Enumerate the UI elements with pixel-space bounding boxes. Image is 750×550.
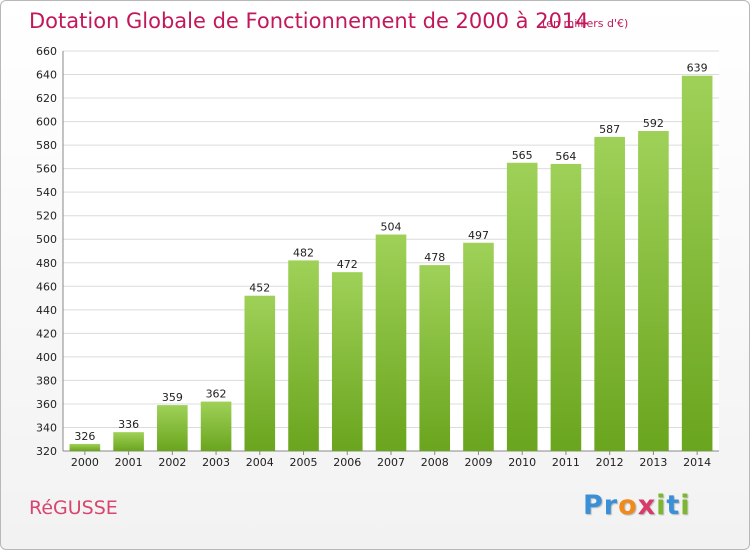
- y-tick-label: 660: [36, 45, 57, 58]
- y-tick-label: 320: [36, 445, 57, 458]
- y-tick-label: 380: [36, 374, 57, 387]
- x-tick-label: 2005: [290, 456, 318, 469]
- x-tick-label: 2009: [464, 456, 492, 469]
- bar: [331, 272, 363, 451]
- chart-unit: (en milliers d'€): [542, 17, 629, 30]
- bar-value-label: 362: [206, 388, 227, 401]
- y-tick-label: 360: [36, 398, 57, 411]
- bar-value-label: 592: [643, 117, 664, 130]
- x-tick-label: 2006: [333, 456, 361, 469]
- y-tick-label: 340: [36, 421, 57, 434]
- bar-value-label: 336: [118, 418, 139, 431]
- bar-value-label: 639: [687, 62, 708, 75]
- y-tick-label: 500: [36, 233, 57, 246]
- y-tick-label: 480: [36, 257, 57, 270]
- bar: [681, 75, 713, 452]
- logo-letter: t: [666, 490, 681, 521]
- y-tick-label: 600: [36, 116, 57, 129]
- logo-letter: i: [656, 490, 667, 521]
- y-tick-label: 400: [36, 351, 57, 364]
- x-tick-label: 2012: [596, 456, 624, 469]
- commune-name: RéGUSSE: [29, 497, 118, 519]
- y-tick-label: 460: [36, 280, 57, 293]
- bar: [463, 242, 494, 451]
- y-tick-label: 640: [36, 69, 57, 82]
- x-tick-label: 2010: [508, 456, 536, 469]
- bar-value-label: 478: [424, 251, 445, 264]
- bar: [157, 405, 188, 451]
- bar-value-label: 504: [381, 221, 402, 234]
- bar: [69, 443, 101, 451]
- x-tick-label: 2001: [115, 456, 143, 469]
- bar-value-label: 564: [555, 150, 576, 163]
- chart-title: Dotation Globale de Fonctionnement de 20…: [29, 9, 589, 33]
- bar-value-label: 359: [162, 391, 183, 404]
- y-tick-label: 580: [36, 139, 57, 152]
- y-tick-label: 540: [36, 186, 57, 199]
- logo-letter: r: [603, 490, 619, 521]
- bar: [200, 401, 232, 451]
- x-tick-label: 2011: [552, 456, 580, 469]
- x-tick-label: 2004: [246, 456, 274, 469]
- logo-letter: x: [637, 490, 657, 521]
- bar-value-label: 482: [293, 246, 314, 259]
- x-tick-label: 2007: [377, 456, 405, 469]
- bar: [288, 260, 319, 451]
- bar-value-label: 565: [512, 149, 533, 162]
- y-tick-label: 560: [36, 163, 57, 176]
- y-tick-label: 520: [36, 210, 57, 223]
- logo-letter: i: [680, 490, 691, 521]
- x-tick-label: 2000: [71, 456, 99, 469]
- bar: [244, 295, 276, 451]
- bar: [113, 432, 144, 451]
- x-tick-label: 2003: [202, 456, 230, 469]
- bar-value-label: 326: [74, 430, 95, 443]
- bar: [419, 265, 451, 451]
- y-tick-label: 440: [36, 304, 57, 317]
- y-tick-label: 620: [36, 92, 57, 105]
- bar-value-label: 497: [468, 229, 489, 242]
- bar: [594, 136, 625, 451]
- x-tick-label: 2013: [639, 456, 667, 469]
- logo-letter: o: [618, 490, 638, 521]
- x-tick-label: 2002: [158, 456, 186, 469]
- logo-letter: P: [583, 490, 604, 521]
- bar: [375, 234, 407, 451]
- bar: [638, 131, 669, 451]
- y-tick-label: 420: [36, 327, 57, 340]
- bar-value-label: 472: [337, 258, 358, 271]
- bar-value-label: 452: [249, 282, 270, 295]
- proxiti-logo[interactable]: Proxiti: [583, 490, 691, 521]
- x-tick-label: 2008: [421, 456, 449, 469]
- bar: [506, 162, 538, 451]
- bar-value-label: 587: [599, 123, 620, 136]
- x-tick-label: 2014: [683, 456, 711, 469]
- bar: [550, 163, 582, 452]
